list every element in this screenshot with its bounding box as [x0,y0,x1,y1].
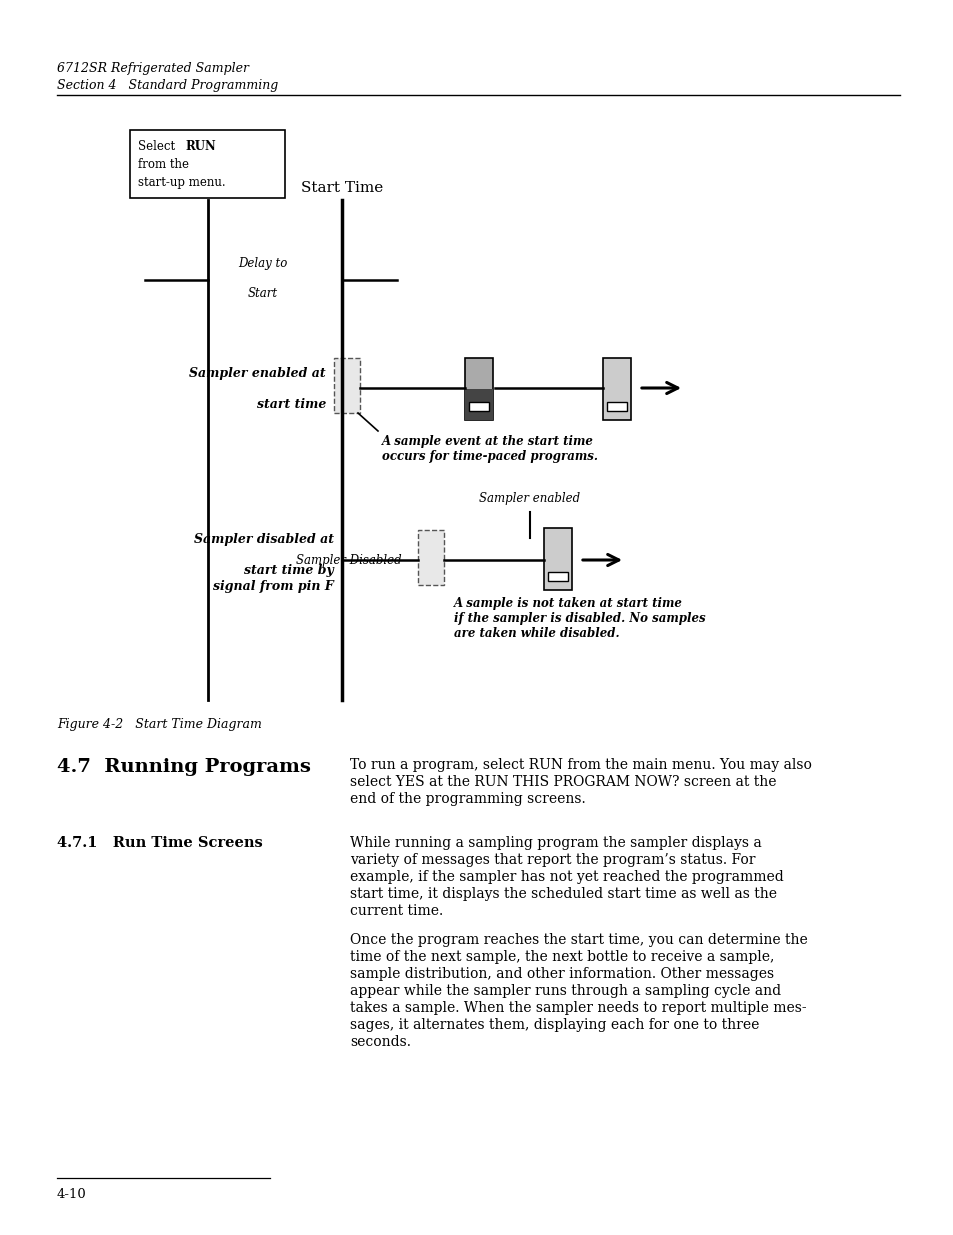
Bar [543,529,572,590]
Text: Figure 4-2   Start Time Diagram: Figure 4-2 Start Time Diagram [57,718,262,731]
Bar [606,403,626,411]
Text: Select: Select [138,140,182,153]
Text: end of the programming screens.: end of the programming screens. [350,792,585,806]
Text: A sample event at the start time: A sample event at the start time [381,435,594,448]
Bar [334,358,359,412]
Bar [417,530,443,585]
Bar [547,572,567,580]
Text: select YES at the RUN THIS PROGRAM NOW? screen at the: select YES at the RUN THIS PROGRAM NOW? … [350,776,776,789]
Text: start-up menu.: start-up menu. [138,177,226,189]
Text: takes a sample. When the sampler needs to report multiple mes-: takes a sample. When the sampler needs t… [350,1002,806,1015]
Text: current time.: current time. [350,904,443,918]
Text: Delay to: Delay to [238,257,288,270]
Text: RUN: RUN [185,140,215,153]
Text: from the: from the [138,158,189,170]
Text: 4.7.1   Run Time Screens: 4.7.1 Run Time Screens [57,836,262,850]
Text: Sampler enabled at: Sampler enabled at [190,367,326,380]
Text: Sampler Disabled—: Sampler Disabled— [295,553,413,567]
Text: 4.7  Running Programs: 4.7 Running Programs [57,758,311,776]
Text: To run a program, select RUN from the main menu. You may also: To run a program, select RUN from the ma… [350,758,811,772]
Text: Sampler disabled at: Sampler disabled at [193,534,334,546]
Text: time of the next sample, the next bottle to receive a sample,: time of the next sample, the next bottle… [350,950,774,965]
Text: are taken while disabled.: are taken while disabled. [454,627,619,640]
Text: start time by: start time by [244,564,334,577]
Text: occurs for time-paced programs.: occurs for time-paced programs. [381,450,598,463]
Text: Once the program reaches the start time, you can determine the: Once the program reaches the start time,… [350,932,807,947]
Text: start time: start time [256,398,326,411]
Bar [602,358,630,420]
Text: 4-10: 4-10 [57,1188,87,1200]
Text: sample distribution, and other information. Other messages: sample distribution, and other informati… [350,967,773,981]
Text: sages, it alternates them, displaying each for one to three: sages, it alternates them, displaying ea… [350,1018,759,1032]
Text: Start Time: Start Time [300,182,383,195]
Bar [130,130,285,198]
Text: Section 4   Standard Programming: Section 4 Standard Programming [57,79,278,91]
Text: signal from pin F: signal from pin F [213,580,334,593]
Bar [464,389,493,420]
Text: example, if the sampler has not yet reached the programmed: example, if the sampler has not yet reac… [350,869,783,884]
Text: 6712SR Refrigerated Sampler: 6712SR Refrigerated Sampler [57,62,249,75]
Text: appear while the sampler runs through a sampling cycle and: appear while the sampler runs through a … [350,984,781,998]
Text: While running a sampling program the sampler displays a: While running a sampling program the sam… [350,836,760,850]
Text: A sample is not taken at start time: A sample is not taken at start time [454,597,682,610]
Text: start time, it displays the scheduled start time as well as the: start time, it displays the scheduled st… [350,887,776,902]
Bar [464,358,493,420]
Bar [469,403,489,411]
Text: Start: Start [248,287,277,300]
Text: if the sampler is disabled. No samples: if the sampler is disabled. No samples [454,613,705,625]
Text: Sampler enabled: Sampler enabled [479,492,580,505]
Text: variety of messages that report the program’s status. For: variety of messages that report the prog… [350,853,755,867]
Text: seconds.: seconds. [350,1035,411,1049]
